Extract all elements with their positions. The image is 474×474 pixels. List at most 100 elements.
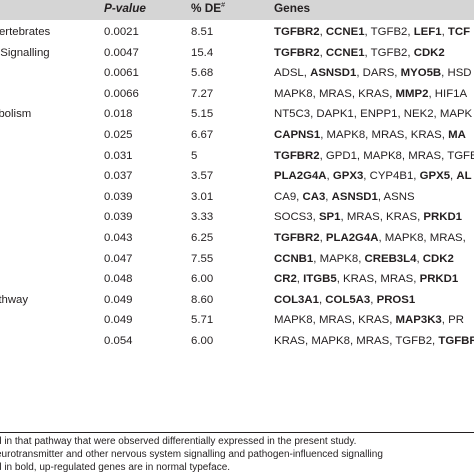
gene-name-bold: CCNE1 <box>325 46 365 59</box>
table-row: 0.037 3.57 PLA2G4A, GPX3, CYP4B1, GPX5, AL <box>0 166 474 188</box>
gene-name-bold: TGFBR2 <box>274 232 320 244</box>
table-row: 0.0066 7.27 MAPK8, MRAS, KRAS, MMP2, HIF1A <box>0 84 474 106</box>
pathway-cell: abolism <box>0 108 32 121</box>
gene-name-bold: CREB3L4 <box>364 252 417 265</box>
percent-de-cell: 6.25 <box>191 232 214 244</box>
genes-cell: TGFBR2, GPD1, MAPK8, MRAS, TGFB <box>274 150 474 162</box>
percent-de-header: % DE# <box>191 1 226 15</box>
p-value-cell: 0.0021 <box>104 26 139 38</box>
gene-name-bold: MYO5B <box>400 67 442 80</box>
gene-name: , <box>325 190 332 203</box>
p-value-cell: 0.049 <box>104 293 133 306</box>
gene-name-bold: CDK2 <box>422 252 454 265</box>
p-value-cell: 0.039 <box>104 211 133 224</box>
gene-name-bold: PLA2G4A <box>274 170 327 183</box>
gene-name: , <box>450 170 457 183</box>
gene-name-bold: TGFBR2 <box>274 149 320 162</box>
p-value-cell: 0.0066 <box>104 87 139 100</box>
genes-cell: TGFBR2, PLA2G4A, MAPK8, MRAS, <box>274 232 466 244</box>
percent-de-cell: 8.60 <box>191 293 214 306</box>
gene-name-bold: MA <box>448 129 466 141</box>
footnote-line: d in bold, up-regulated genes are in nor… <box>0 462 231 473</box>
gene-name-bold: CR2 <box>274 273 297 286</box>
genes-cell: CA9, CA3, ASNSD1, ASNS <box>274 191 415 203</box>
gene-name: , MAPK8, MRAS, KRAS, <box>320 129 449 141</box>
genes-cell: NT5C3, DAPK1, ENPP1, NEK2, MAPK <box>274 108 472 120</box>
gene-name-bold: GPX5 <box>419 170 451 183</box>
gene-name-bold: ITGB5 <box>303 273 337 286</box>
genes-cell: COL3A1, COL5A3, PROS1 <box>274 294 415 306</box>
gene-name-bold: MAP3K3 <box>395 314 442 327</box>
p-value-cell: 0.048 <box>104 273 133 286</box>
gene-name-bold: PLA2G4A <box>325 232 379 244</box>
genes-cell: TGFBR2, CCNE1, TGFB2, LEF1, TCF <box>274 26 470 38</box>
genes-cell: MAPK8, MRAS, KRAS, MMP2, HIF1A <box>274 88 467 100</box>
percent-de-cell: 5.15 <box>191 108 214 121</box>
gene-name-bold: MMP2 <box>395 87 429 100</box>
p-value-cell: 0.018 <box>104 108 133 121</box>
footnote-line: d in that pathway that were observed dif… <box>0 436 357 447</box>
gene-name: , ASNS <box>377 190 415 203</box>
gene-name: , PR <box>441 314 464 327</box>
gene-name-bold: TGFBR <box>438 335 474 347</box>
gene-name: , <box>370 293 377 306</box>
table-bottom-rule <box>0 432 474 433</box>
gene-name-bold: CCNB1 <box>274 252 314 265</box>
table-row: athway 0.049 8.60 COL3A1, COL5A3, PROS1 <box>0 290 474 312</box>
genes-cell: ADSL, ASNSD1, DARS, MYO5B, HSD <box>274 67 472 79</box>
gene-name: MAPK8, MRAS, KRAS, <box>274 87 396 100</box>
gene-name: , CYP4B1, <box>363 170 420 183</box>
gene-name: , <box>319 46 326 59</box>
gene-name: , <box>441 26 448 38</box>
gene-name: , HIF1A <box>428 87 468 100</box>
percent-de-cell: 5 <box>191 149 198 162</box>
gene-name-bold: TGFBR2 <box>274 26 320 38</box>
table-row: 0.0061 5.68 ADSL, ASNSD1, DARS, MYO5B, HSD <box>0 63 474 85</box>
genes-cell: PLA2G4A, GPX3, CYP4B1, GPX5, AL <box>274 170 472 182</box>
percent-de-cell: 5.71 <box>191 314 214 327</box>
table-row: 0.039 3.33 SOCS3, SP1, MRAS, KRAS, PRKD1 <box>0 207 474 229</box>
pathway-cell: athway <box>0 293 29 306</box>
gene-name: KRAS, MAPK8, MRAS, TGFB2, <box>274 335 439 347</box>
percent-de-cell: 5.68 <box>191 67 214 80</box>
gene-name: , TGFB2, <box>364 46 414 59</box>
p-value-cell: 0.049 <box>104 314 133 327</box>
footnote-line: eurotransmitter and other nervous system… <box>0 449 383 460</box>
gene-name-bold: PRKD1 <box>419 273 459 286</box>
gene-name-bold: AL <box>456 170 472 183</box>
table-row: 0.049 5.71 MAPK8, MRAS, KRAS, MAP3K3, PR <box>0 310 474 332</box>
gene-name: , <box>296 273 304 286</box>
gene-name: MAPK8, MRAS, KRAS, <box>274 314 396 327</box>
table-row: ll Signalling 0.0047 15.4 TGFBR2, CCNE1, TG… <box>0 43 474 65</box>
p-value-cell: 0.025 <box>104 129 133 141</box>
gene-name-bold: TGFBR2 <box>274 46 320 59</box>
table-row: Vertebrates 0.0021 8.51 TGFBR2, CCNE1, TGFB… <box>0 22 474 44</box>
gene-name: , <box>319 26 326 38</box>
table-row: 0.025 6.67 CAPNS1, MAPK8, MRAS, KRAS, MA <box>0 125 474 147</box>
p-value-cell: 0.047 <box>104 252 133 265</box>
gene-name: , KRAS, MRAS, <box>336 273 420 286</box>
percent-de-cell: 8.51 <box>191 26 214 38</box>
gene-name: CA9, <box>274 190 303 203</box>
gene-name: , DARS, <box>356 67 401 80</box>
genes-cell: CCNB1, MAPK8, CREB3L4, CDK2 <box>274 253 454 265</box>
genes-cell: KRAS, MAPK8, MRAS, TGFB2, TGFBR <box>274 335 474 347</box>
genes-cell: TGFBR2, CCNE1, TGFB2, CDK2 <box>274 47 445 59</box>
p-value-cell: 0.037 <box>104 170 133 183</box>
percent-de-cell: 6.00 <box>191 335 214 347</box>
gene-name: , <box>326 170 333 183</box>
genes-cell: MAPK8, MRAS, KRAS, MAP3K3, PR <box>274 314 464 326</box>
table-row: 0.047 7.55 CCNB1, MAPK8, CREB3L4, CDK2 <box>0 249 474 271</box>
p-value-header: P-value <box>104 1 146 15</box>
pathway-cell: Vertebrates <box>0 26 51 38</box>
gene-name-bold: PRKD1 <box>423 211 463 224</box>
table-row: abolism 0.018 5.15 NT5C3, DAPK1, ENPP1, NEK… <box>0 104 474 126</box>
p-value-cell: 0.054 <box>104 335 133 347</box>
p-value-cell: 0.0047 <box>104 46 139 59</box>
gene-name: , <box>416 252 423 265</box>
gene-name: , <box>319 232 326 244</box>
table-row: 0.043 6.25 TGFBR2, PLA2G4A, MAPK8, MRAS, <box>0 228 474 250</box>
genes-header: Genes <box>274 1 311 15</box>
gene-name: , MRAS, KRAS, <box>340 211 424 224</box>
gene-name: , <box>318 293 326 306</box>
